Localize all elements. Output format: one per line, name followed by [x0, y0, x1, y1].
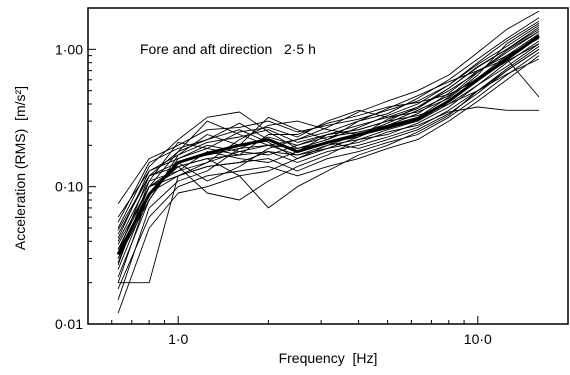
- mean-series-line: [116, 34, 540, 256]
- series-line-17: [117, 58, 540, 259]
- series-line-11: [117, 10, 540, 263]
- series-line-13: [117, 38, 540, 300]
- series-lines: [116, 10, 540, 314]
- series-line-10: [118, 106, 539, 284]
- plot-area-frame: [87, 7, 569, 325]
- series-line-6: [117, 55, 540, 290]
- series-line-2: [117, 31, 540, 218]
- series-line-22: [117, 26, 540, 231]
- series-line-14: [117, 28, 540, 223]
- y-tick-label: 0·01: [55, 316, 83, 332]
- y-tick-label: 1·00: [55, 41, 83, 57]
- x-tick-label: 1·0: [168, 331, 188, 347]
- y-axis-label: Acceleration (RMS) [m/s²]: [12, 86, 28, 250]
- series-line-20: [117, 22, 540, 239]
- axis-ticks: 1·0 10·0 0·01 0·10 1·00: [55, 7, 569, 347]
- series-line-1: [117, 24, 540, 205]
- x-axis-label: Frequency [Hz]: [279, 350, 378, 366]
- x-tick-label: 10·0: [464, 331, 492, 347]
- series-line-16: [117, 20, 540, 278]
- series-line-12: [117, 43, 540, 253]
- series-line-18: [117, 35, 540, 265]
- chart-annotation: Fore and aft direction 2·5 h: [140, 41, 316, 57]
- y-tick-label: 0·10: [55, 179, 83, 195]
- series-line-19: [117, 58, 540, 314]
